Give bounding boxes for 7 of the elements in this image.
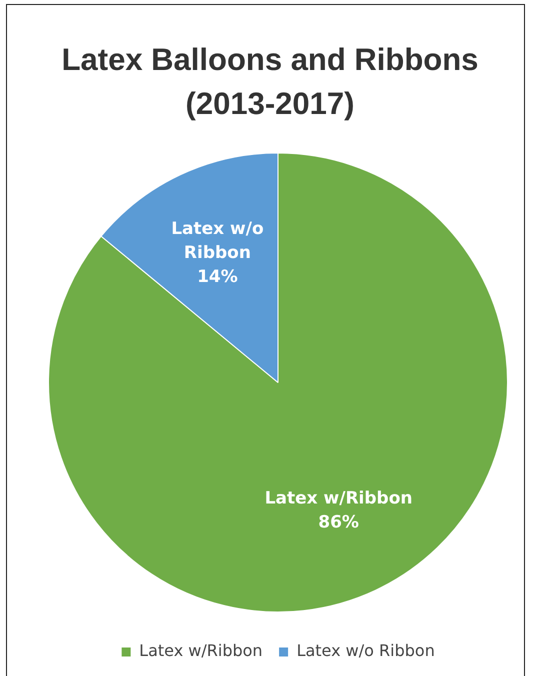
legend-label: Latex w/Ribbon bbox=[139, 641, 263, 660]
slice-label: Latex w/Ribbon bbox=[264, 488, 412, 509]
data-label: 14% bbox=[197, 267, 238, 288]
legend-label: Latex w/o Ribbon bbox=[296, 641, 435, 660]
data-label: 86% bbox=[318, 512, 359, 533]
slice-label: Latex w/o Ribbon bbox=[171, 219, 264, 264]
chart-title: Latex Balloons and Ribbons (2013-2017) bbox=[60, 41, 480, 123]
